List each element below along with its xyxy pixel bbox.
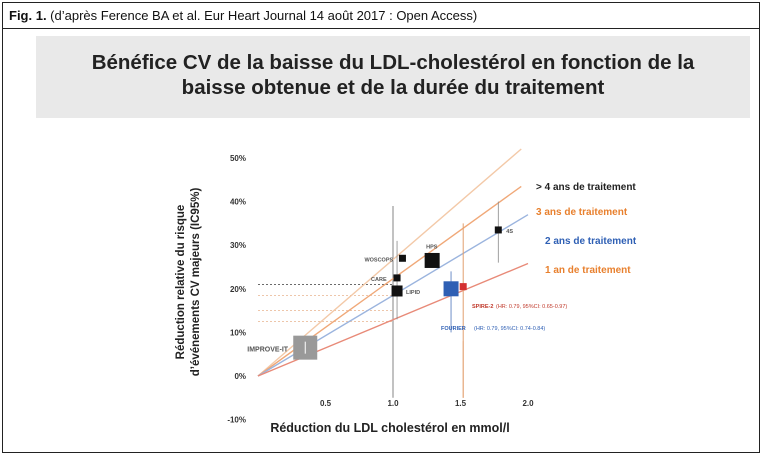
y-axis-label-line1: Réduction relative du risque (175, 205, 187, 360)
y-tick-label-2: 30% (230, 241, 246, 250)
x-tick-label-3: 2.0 (522, 399, 534, 408)
point-label-4s: 4S (506, 229, 513, 235)
point-label-hps: HPS (426, 244, 438, 250)
point-fourier (443, 281, 459, 297)
point-spire-2 (459, 283, 467, 291)
data-points (293, 226, 502, 360)
caption-label: Fig. 1. (9, 8, 47, 23)
axes: 50% 40% 30% 20% 10% 0% -10% 0.5 1.0 1.5 2.0 (227, 154, 534, 425)
point-label-lipid: LIPID (406, 290, 420, 296)
x-tick-label-2: 1.5 (455, 399, 467, 408)
point-label-woscops: WOSCOPS (364, 257, 393, 263)
fourier-detail: (HR: 0.79, 95%CI: 0.74-0.84) (474, 326, 545, 332)
x-tick-label-1: 1.0 (387, 399, 399, 408)
trend-line-label-3: 1 an de traitement (545, 265, 631, 276)
confidence-bars (396, 201, 499, 398)
trend-line-label-2: 2 ans de traitement (545, 236, 637, 247)
spire-label: SPIRE-2 (472, 304, 493, 310)
chart-title-line1: Bénéfice CV de la baisse du LDL-cholesté… (91, 51, 695, 74)
y-tick-label-1: 40% (230, 198, 246, 207)
point-4s (494, 226, 502, 234)
y-tick-label-4: 10% (230, 328, 246, 337)
caption-text: (d’après Ference BA et al. Eur Heart Jou… (46, 8, 478, 23)
point-lipid (391, 285, 403, 297)
y-tick-label-6: -10% (227, 416, 246, 425)
point-woscops (398, 254, 406, 262)
data-labels: WOSCOPS CARE LIPID HPS 4S IMPROVE-IT (247, 229, 513, 354)
fourier-label: FOURIER (441, 326, 466, 332)
point-label-care: CARE (371, 277, 387, 283)
chart-title-line2: baisse obtenue et de la durée du traitem… (181, 76, 605, 99)
y-tick-label-3: 20% (230, 285, 246, 294)
x-tick-label-0: 0.5 (320, 399, 332, 408)
y-tick-label-0: 50% (230, 154, 246, 163)
trend-line-label-1: 3 ans de traitement (536, 207, 628, 218)
figure-caption: Fig. 1. (d’après Ference BA et al. Eur H… (3, 3, 759, 29)
y-tick-label-5: 0% (234, 372, 246, 381)
point-care (393, 274, 401, 282)
point-label-improve-it: IMPROVE-IT (247, 347, 289, 354)
y-axis-label-line2: d’événements CV majeurs (IC95%) (190, 188, 202, 377)
x-axis-label: Réduction du LDL cholestérol en mmol/l (270, 421, 509, 435)
spire-detail: (HR: 0.79, 95%CI: 0.65-0.97) (496, 304, 567, 310)
trend-line-label-0: > 4 ans de traitement (536, 182, 636, 193)
point-hps (424, 252, 440, 268)
title-box: Bénéfice CV de la baisse du LDL-cholesté… (36, 36, 750, 118)
chart-title: Bénéfice CV de la baisse du LDL-cholesté… (36, 50, 750, 100)
